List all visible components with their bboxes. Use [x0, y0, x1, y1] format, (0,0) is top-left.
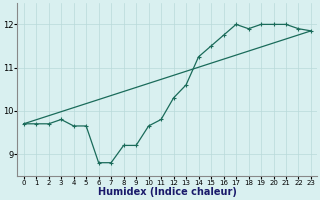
X-axis label: Humidex (Indice chaleur): Humidex (Indice chaleur) [98, 187, 237, 197]
